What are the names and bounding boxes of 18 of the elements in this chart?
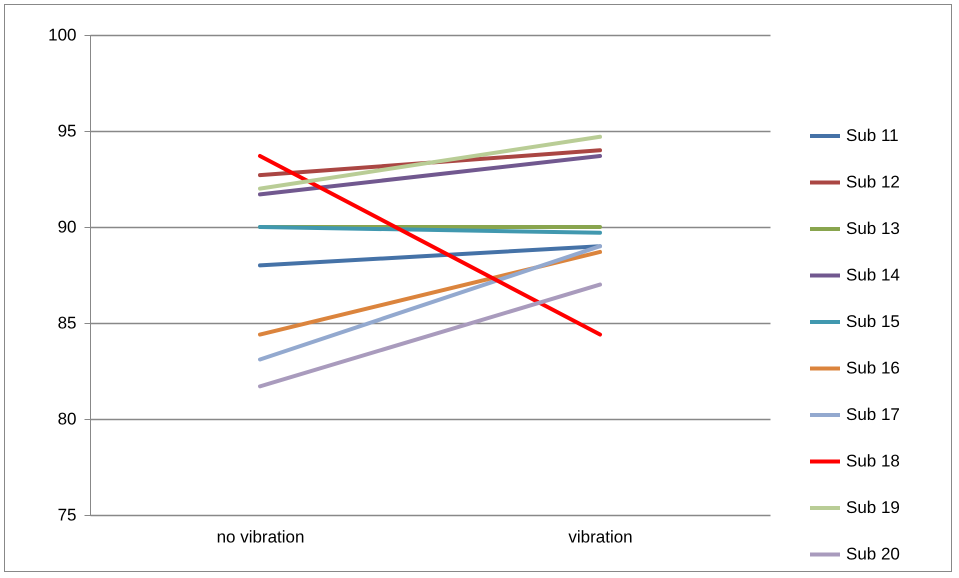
y-tick-label: 75 xyxy=(58,506,76,524)
legend-label: Sub 14 xyxy=(846,266,900,284)
y-tick-label: 80 xyxy=(58,410,76,428)
legend-label: Sub 18 xyxy=(846,452,900,470)
legend-label: Sub 17 xyxy=(846,405,900,424)
y-tick-label: 95 xyxy=(58,122,76,140)
legend-label: Sub 16 xyxy=(846,358,900,378)
legend-label: Sub 15 xyxy=(846,312,900,331)
x-tick-label: vibration xyxy=(568,528,633,546)
legend-label: Sub 13 xyxy=(846,219,900,238)
legend-label: Sub 20 xyxy=(846,544,900,564)
y-tick-label: 85 xyxy=(58,314,76,332)
y-tick-label: 90 xyxy=(58,218,76,236)
x-tick-label: no vibration xyxy=(216,528,304,546)
legend-label: Sub 11 xyxy=(846,126,899,145)
legend-label: Sub 12 xyxy=(846,172,900,192)
y-tick-label: 100 xyxy=(48,26,76,44)
legend-label: Sub 19 xyxy=(846,498,900,517)
